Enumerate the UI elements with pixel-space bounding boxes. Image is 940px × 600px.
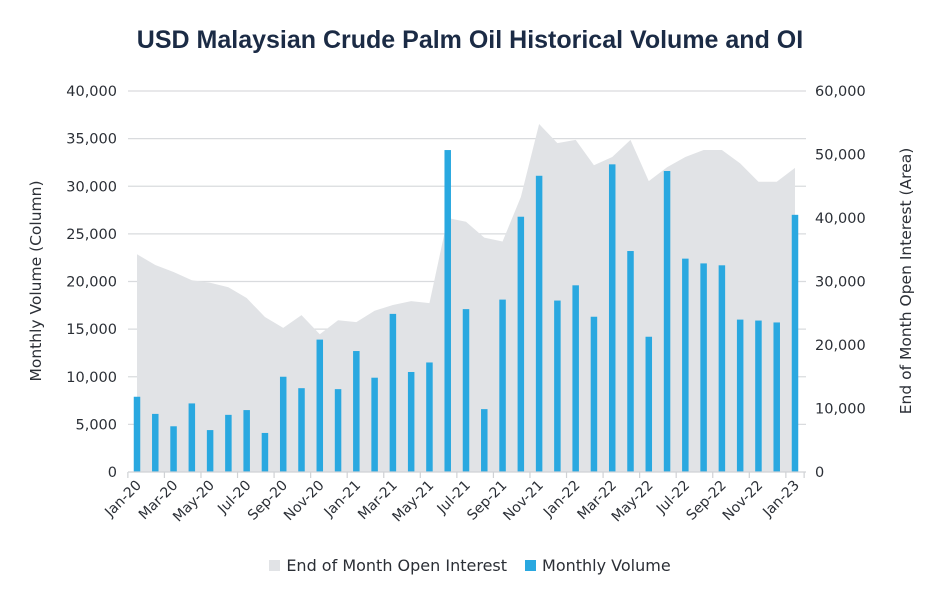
y-tick-label-left: 5,000 <box>75 417 117 433</box>
x-tick-label: Nov-21 <box>500 478 547 525</box>
volume-bar <box>188 403 196 472</box>
volume-bar <box>371 377 378 472</box>
volume-bar <box>572 285 579 472</box>
y-tick-label-left: 10,000 <box>66 370 117 386</box>
volume-bar <box>645 336 653 472</box>
volume-bar <box>736 319 744 472</box>
y-tick-label-right: 40,000 <box>815 211 866 227</box>
y-tick-label-right: 30,000 <box>815 275 866 291</box>
legend: End of Month Open Interest Monthly Volum… <box>0 556 940 575</box>
legend-label-monthly-volume: Monthly Volume <box>542 556 671 575</box>
volume-bar <box>517 216 525 472</box>
y-tick-label-left: 15,000 <box>66 322 117 338</box>
y-tick-label-left: 30,000 <box>66 179 117 195</box>
legend-item-monthly-volume[interactable]: Monthly Volume <box>525 556 671 575</box>
legend-item-open-interest[interactable]: End of Month Open Interest <box>269 556 507 575</box>
volume-bar <box>499 299 506 472</box>
volume-bar <box>700 263 707 472</box>
x-tick-label: May-20 <box>170 478 218 526</box>
x-tick-label: Nov-22 <box>720 478 767 525</box>
volume-bar <box>170 426 177 472</box>
volume-bar <box>535 175 543 472</box>
volume-bar <box>152 413 159 472</box>
volume-bar <box>462 309 470 472</box>
volume-bar <box>389 313 397 472</box>
volume-bar <box>316 339 324 472</box>
y-tick-label-right: 10,000 <box>815 402 866 418</box>
y-tick-label-right: 50,000 <box>815 148 866 164</box>
volume-bar <box>718 265 726 472</box>
chart-title: USD Malaysian Crude Palm Oil Historical … <box>136 26 804 54</box>
y-tick-label-left: 20,000 <box>66 275 117 291</box>
y-tick-label-left: 40,000 <box>66 84 117 100</box>
y-axis-title-right: End of Month Open Interest (Area) <box>897 148 915 415</box>
volume-bar <box>627 251 634 472</box>
volume-bar <box>243 410 250 472</box>
volume-bar <box>353 351 360 472</box>
volume-bar <box>298 388 305 472</box>
volume-bar <box>407 371 415 472</box>
volume-bar <box>682 258 689 472</box>
volume-bar <box>663 171 671 472</box>
volume-bar <box>608 164 616 472</box>
legend-swatch-monthly-volume <box>525 560 537 571</box>
volume-bar <box>481 409 488 472</box>
y-tick-label-right: 0 <box>815 465 824 481</box>
volume-bar <box>590 316 598 472</box>
volume-bar <box>261 432 269 472</box>
y-tick-label-left: 25,000 <box>66 227 117 243</box>
volume-bar <box>773 322 780 472</box>
y-tick-label-left: 0 <box>108 465 117 481</box>
y-tick-label-right: 20,000 <box>815 338 866 354</box>
volume-bar <box>444 150 451 472</box>
x-tick-label: Nov-20 <box>281 478 328 525</box>
y-tick-label-left: 35,000 <box>66 132 117 148</box>
volume-bar <box>791 214 799 472</box>
volume-bar <box>133 396 141 472</box>
x-tick-label: May-22 <box>609 478 657 526</box>
volume-bar <box>334 389 342 472</box>
y-tick-label-right: 60,000 <box>815 84 866 100</box>
y-axis-title-left: Monthly Volume (Column) <box>27 180 45 381</box>
volume-bar <box>279 376 287 472</box>
volume-bar <box>426 362 433 472</box>
legend-label-open-interest: End of Month Open Interest <box>286 556 508 575</box>
volume-bar <box>755 320 762 472</box>
volume-bar <box>225 414 232 472</box>
volume-bar <box>554 300 561 472</box>
x-tick-label: May-21 <box>389 478 437 526</box>
volume-bar-layer <box>133 150 799 472</box>
legend-swatch-open-interest <box>269 560 281 571</box>
volume-bar <box>206 430 214 472</box>
x-tick-label: Jan-23 <box>759 478 802 521</box>
